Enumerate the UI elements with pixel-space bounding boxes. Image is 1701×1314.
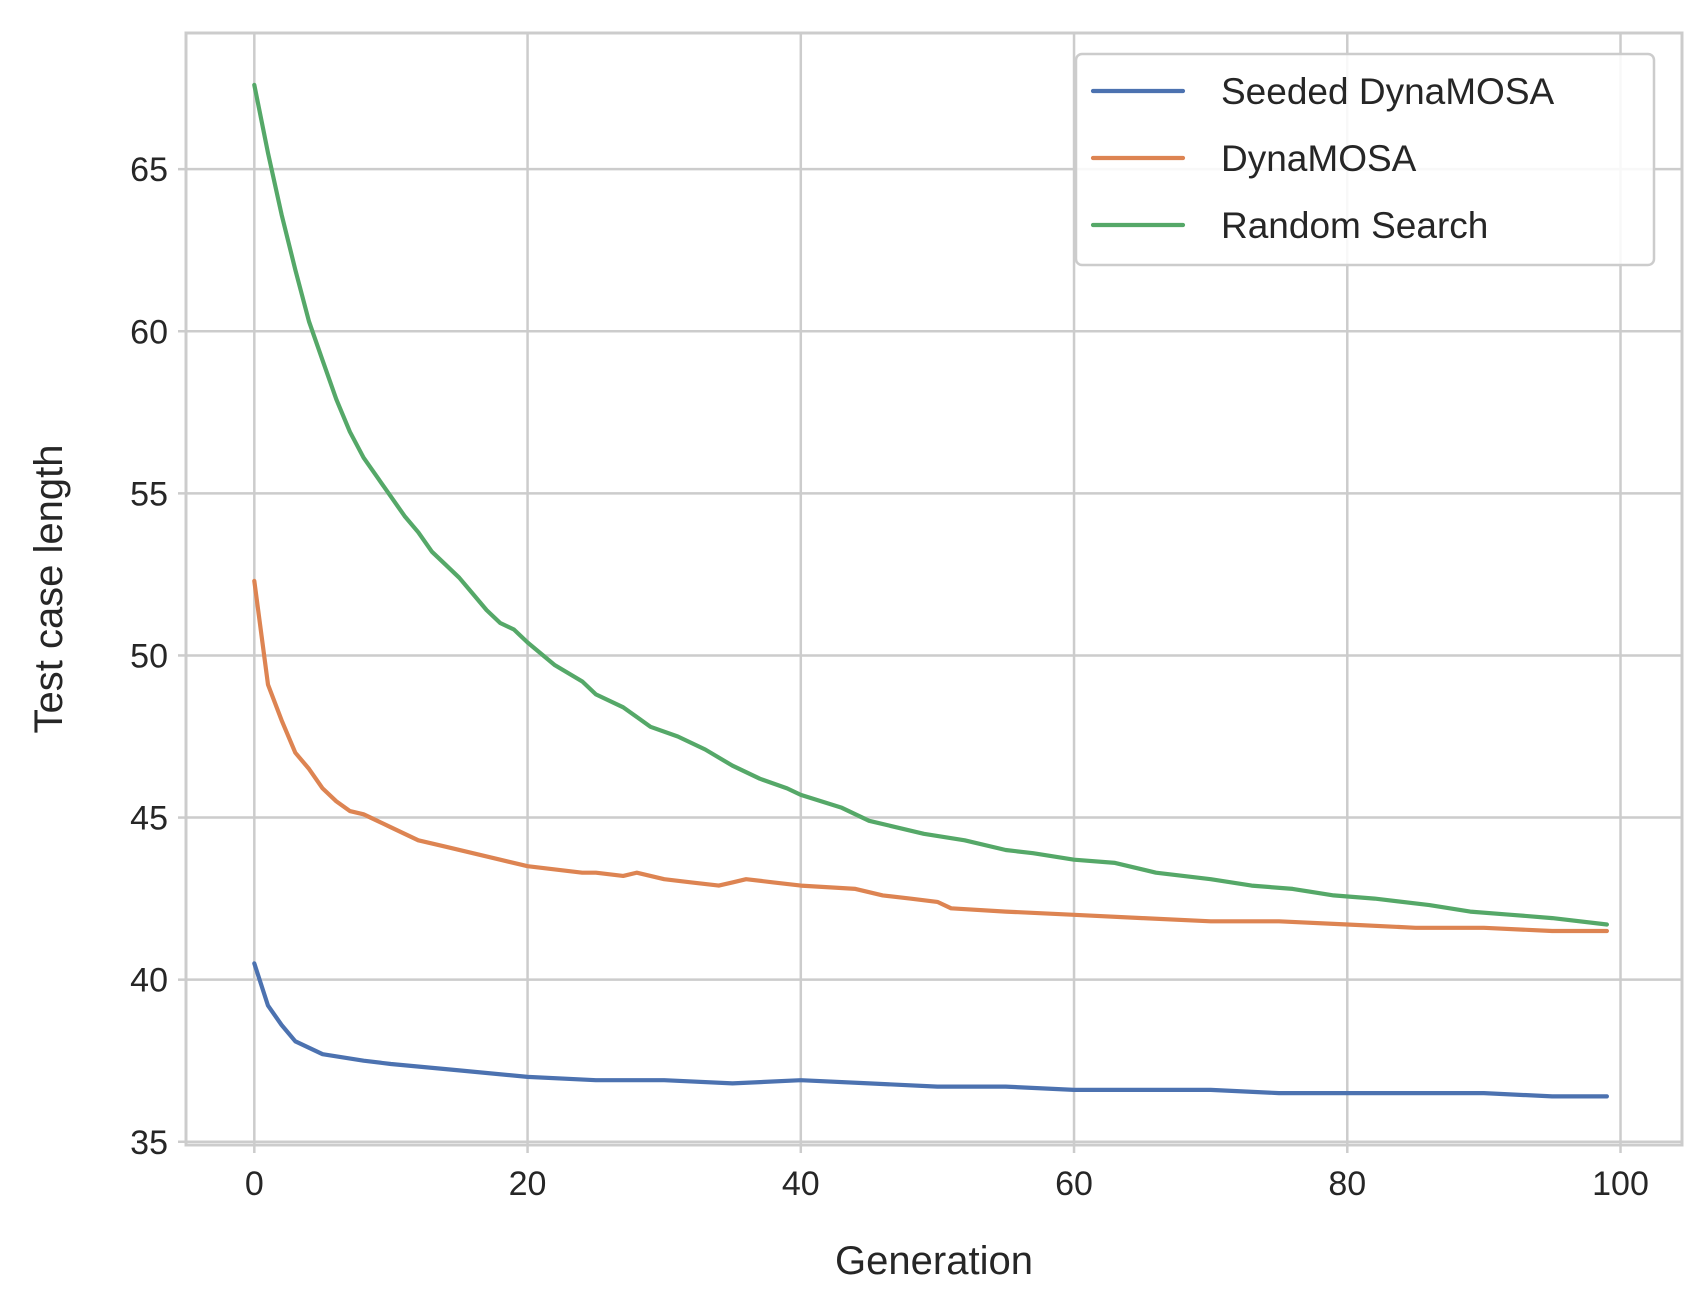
x-tick-label: 20	[509, 1165, 547, 1203]
x-tick-label: 0	[245, 1165, 264, 1203]
legend: Seeded DynaMOSA DynaMOSA Random Search	[1074, 52, 1656, 267]
plot-frame	[184, 31, 1684, 1147]
x-tick-label: 100	[1592, 1165, 1649, 1203]
legend-label: Seeded DynaMOSA	[1221, 71, 1555, 112]
legend-label: Random Search	[1221, 205, 1488, 246]
y-tick-label: 60	[130, 313, 168, 351]
x-axis-title: Generation	[835, 1239, 1033, 1283]
y-tick-label: 45	[130, 800, 168, 838]
series-line-dynamosa	[252, 578, 1609, 934]
y-axis: 35 40 45 50 55 60 65	[130, 151, 186, 1162]
grid	[186, 33, 1682, 1145]
series-lines	[252, 82, 1609, 1099]
x-axis: 0 20 40 60 80 100	[245, 1145, 1649, 1203]
y-tick-label: 40	[130, 962, 168, 1000]
series-line-seeded-dynamosa	[252, 961, 1609, 1099]
legend-box	[1074, 52, 1656, 267]
x-tick-label: 80	[1328, 1165, 1366, 1203]
y-tick-label: 50	[130, 637, 168, 675]
x-tick-label: 40	[782, 1165, 820, 1203]
y-axis-title: Test case length	[27, 444, 71, 733]
x-tick-label: 60	[1055, 1165, 1093, 1203]
series-line-random-search	[252, 82, 1609, 927]
y-tick-label: 55	[130, 475, 168, 513]
y-tick-label: 35	[130, 1124, 168, 1162]
y-tick-label: 65	[130, 151, 168, 189]
legend-label: DynaMOSA	[1221, 138, 1417, 179]
